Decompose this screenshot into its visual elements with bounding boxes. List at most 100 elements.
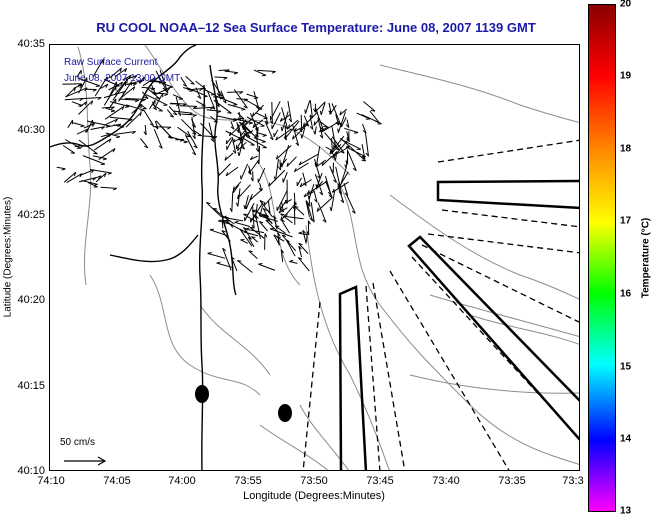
current-vector-head bbox=[132, 86, 136, 91]
current-vector-head bbox=[319, 191, 324, 196]
current-vector bbox=[141, 91, 149, 99]
current-vector-head bbox=[128, 75, 132, 80]
current-vector bbox=[315, 109, 324, 131]
current-vector bbox=[275, 159, 279, 181]
current-vector-head bbox=[207, 252, 212, 254]
current-vector-head bbox=[232, 150, 237, 154]
current-vector bbox=[280, 114, 291, 122]
current-vector bbox=[81, 180, 98, 185]
colorbar-tick-label: 14 bbox=[620, 433, 632, 445]
current-vector bbox=[153, 129, 163, 149]
current-vector bbox=[181, 113, 197, 116]
current-vector bbox=[104, 105, 125, 120]
current-vector-head bbox=[253, 214, 256, 219]
current-vector bbox=[300, 114, 303, 133]
current-vector-head bbox=[298, 231, 303, 234]
current-vector-head bbox=[335, 121, 340, 126]
current-vector bbox=[356, 112, 371, 120]
current-vector bbox=[345, 146, 366, 158]
current-vector-head bbox=[313, 108, 316, 113]
current-vector bbox=[257, 138, 266, 143]
current-vector-head bbox=[190, 82, 195, 85]
current-vector bbox=[303, 190, 315, 198]
current-vector bbox=[269, 228, 293, 238]
current-vector-head bbox=[255, 215, 259, 219]
coastline bbox=[50, 45, 237, 470]
current-vector bbox=[337, 171, 349, 190]
current-vector-head bbox=[213, 121, 218, 123]
current-vector bbox=[113, 124, 124, 128]
current-vector bbox=[233, 89, 248, 109]
current-vector bbox=[298, 246, 303, 258]
current-vector bbox=[151, 84, 157, 95]
current-vector-head bbox=[268, 182, 271, 187]
x-tick-label: 74:00 bbox=[168, 475, 196, 487]
current-vector-head bbox=[259, 200, 264, 203]
current-vector-head bbox=[236, 146, 240, 151]
current-vector bbox=[297, 257, 310, 272]
current-vector-head bbox=[278, 209, 282, 214]
current-vector-head bbox=[91, 100, 94, 105]
current-vector bbox=[314, 158, 321, 179]
current-vector bbox=[305, 100, 311, 114]
current-vector bbox=[344, 127, 359, 133]
current-vector-head bbox=[293, 168, 297, 172]
current-vector bbox=[78, 177, 97, 183]
current-vector bbox=[337, 111, 346, 133]
current-vector bbox=[215, 95, 238, 106]
y-tick-label: 40:20 bbox=[17, 294, 45, 306]
current-vector-head bbox=[295, 142, 299, 147]
current-vector bbox=[346, 119, 350, 128]
current-vector-head bbox=[119, 67, 122, 72]
current-vector bbox=[289, 261, 298, 264]
x-tick-label: 73:40 bbox=[432, 475, 460, 487]
current-vector bbox=[157, 81, 173, 88]
current-vector-head bbox=[192, 132, 197, 135]
current-vector bbox=[273, 129, 279, 138]
current-vector-head bbox=[241, 125, 245, 131]
current-vector bbox=[211, 79, 223, 97]
current-vector bbox=[303, 115, 310, 127]
current-vector bbox=[251, 210, 269, 217]
current-vector-head bbox=[224, 156, 227, 161]
current-vector-head bbox=[249, 156, 254, 160]
current-vector bbox=[362, 123, 367, 134]
current-vector-head bbox=[316, 207, 319, 212]
current-vectors bbox=[56, 59, 382, 273]
current-vector-head bbox=[217, 110, 222, 114]
current-vector bbox=[345, 193, 356, 214]
current-vector-head bbox=[84, 128, 89, 133]
current-vector-head bbox=[298, 242, 303, 246]
current-vector-head bbox=[340, 151, 345, 154]
current-vector bbox=[95, 172, 107, 183]
current-vector bbox=[245, 118, 253, 126]
current-vector bbox=[206, 90, 216, 110]
current-vector-head bbox=[243, 204, 246, 210]
current-vector-head bbox=[73, 87, 76, 92]
current-vector bbox=[175, 138, 184, 141]
current-vector-head bbox=[234, 220, 239, 223]
current-vector bbox=[231, 137, 237, 154]
current-vector bbox=[207, 252, 226, 259]
current-vector-head bbox=[283, 214, 288, 217]
current-vector-head bbox=[225, 140, 228, 145]
current-vector-head bbox=[142, 76, 145, 82]
current-vector bbox=[270, 101, 281, 121]
current-vector-head bbox=[210, 138, 214, 142]
current-vector-head bbox=[154, 125, 159, 130]
current-vector-head bbox=[197, 95, 202, 99]
current-vector-head bbox=[180, 138, 184, 142]
current-vector-head bbox=[303, 182, 307, 187]
current-vector bbox=[238, 112, 241, 121]
current-vector bbox=[112, 81, 127, 101]
current-vector bbox=[249, 227, 265, 239]
current-vector bbox=[115, 67, 127, 77]
current-vector bbox=[255, 112, 268, 119]
current-vector-head bbox=[233, 104, 238, 106]
current-vector bbox=[347, 150, 357, 171]
current-vector-head bbox=[227, 112, 232, 114]
current-vector-head bbox=[112, 148, 116, 153]
current-vector-head bbox=[232, 119, 237, 122]
current-vector bbox=[275, 225, 286, 234]
current-vector bbox=[325, 146, 335, 153]
